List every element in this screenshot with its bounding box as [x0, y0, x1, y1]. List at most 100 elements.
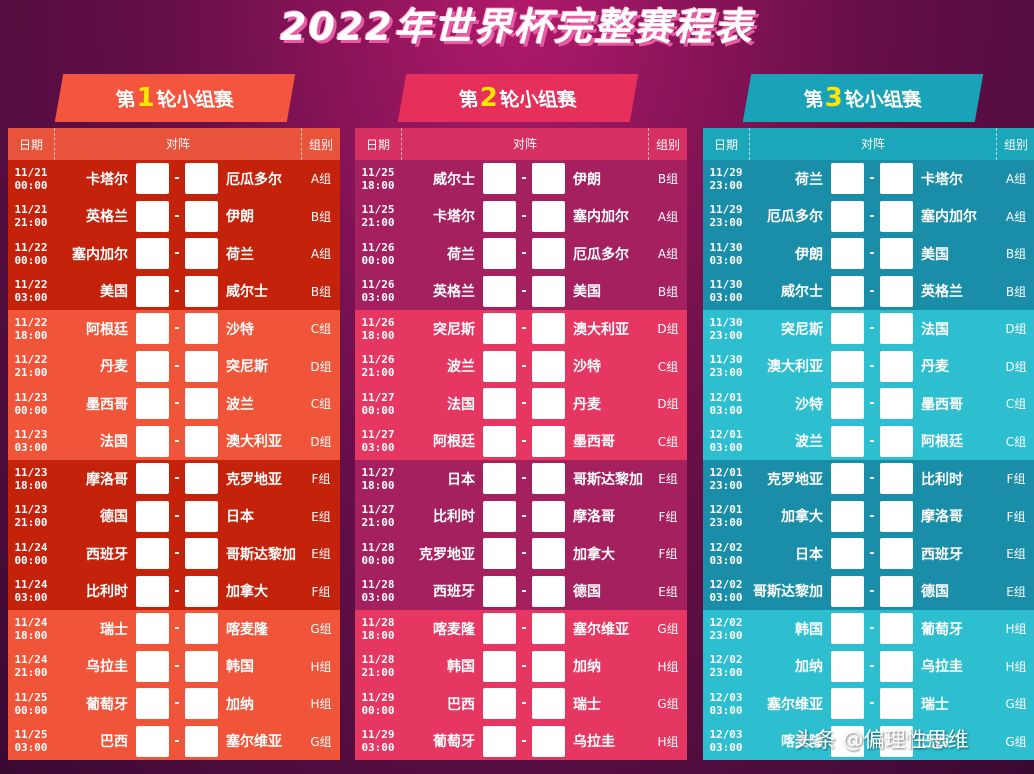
- versus-dash: -: [174, 171, 180, 187]
- match-datetime: 11/24 18:00: [8, 616, 54, 642]
- match-row: 11/24 03:00 比利时 - 加拿大 F组: [8, 573, 340, 611]
- away-team: 塞内加尔: [573, 209, 629, 226]
- match-date: 11/22: [14, 353, 48, 367]
- match-group: F组: [658, 509, 678, 524]
- match-block: 12/01 23:00 克罗地亚 - 比利时 F组 12/01 23:00 加拿大 - 摩洛哥 F组 1…: [703, 460, 1034, 610]
- match-row: 11/29 03:00 葡萄牙 - 乌拉圭 H组: [355, 723, 687, 761]
- away-score-box: [880, 238, 913, 270]
- match-datetime: 11/29 23:00: [703, 166, 749, 192]
- away-score-box: [532, 575, 565, 607]
- versus-dash: -: [174, 433, 180, 449]
- match-time: 21:00: [361, 366, 395, 380]
- match-datetime: 11/25 00:00: [8, 691, 54, 717]
- match-datetime: 11/22 21:00: [8, 353, 54, 379]
- round-3-table: 日期 对阵 组别 11/29 23:00 荷兰 - 卡塔尔 A组 11/29 23:00 厄瓜多…: [703, 128, 1034, 770]
- away-score-box: [185, 425, 218, 457]
- match-date: 11/29: [709, 203, 743, 217]
- away-score-box: [880, 163, 913, 195]
- versus-dash: -: [521, 658, 527, 674]
- away-score-box: [532, 613, 565, 645]
- home-score-box: [831, 575, 864, 607]
- match-row: 11/22 18:00 阿根廷 - 沙特 C组: [8, 310, 340, 348]
- away-team: 加拿大: [226, 584, 268, 601]
- match-date: 12/01: [709, 465, 743, 479]
- match-block: 11/25 18:00 威尔士 - 伊朗 B组 11/25 21:00 卡塔尔 - 塞内加尔 A组 11…: [355, 160, 687, 310]
- match-time: 00:00: [361, 403, 395, 417]
- match-date: 12/01: [709, 428, 743, 442]
- match-group: B组: [1005, 284, 1027, 299]
- home-score-box: [831, 200, 864, 232]
- match-date: 11/22: [14, 240, 48, 254]
- match-datetime: 11/27 18:00: [355, 466, 401, 492]
- versus-dash: -: [869, 508, 875, 524]
- match-datetime: 11/23 18:00: [8, 466, 54, 492]
- away-score-box: [880, 425, 913, 457]
- away-score-box: [532, 350, 565, 382]
- match-row: 11/26 18:00 突尼斯 - 澳大利亚 D组: [355, 310, 687, 348]
- versus-dash: -: [869, 171, 875, 187]
- home-score-box: [136, 725, 169, 757]
- match-time: 18:00: [14, 628, 48, 642]
- home-score-box: [483, 688, 516, 720]
- away-team: 塞内加尔: [921, 209, 977, 226]
- away-score-box: [185, 725, 218, 757]
- match-date: 11/29: [361, 690, 395, 704]
- match-datetime: 11/22 03:00: [8, 278, 54, 304]
- match-block: 11/21 00:00 卡塔尔 - 厄瓜多尔 A组 11/21 21:00 英格兰 - 伊朗 B组 11…: [8, 160, 340, 310]
- match-date: 11/26: [361, 278, 395, 292]
- match-block: 11/22 18:00 阿根廷 - 沙特 C组 11/22 21:00 丹麦 - 突尼斯 D组 11/2…: [8, 310, 340, 460]
- home-score-box: [831, 650, 864, 682]
- match-row: 12/01 03:00 沙特 - 墨西哥 C组: [703, 385, 1034, 423]
- home-score-box: [483, 613, 516, 645]
- match-datetime: 11/28 00:00: [355, 541, 401, 567]
- away-score-box: [185, 275, 218, 307]
- away-team: 威尔士: [226, 284, 268, 301]
- match-date: 11/30: [709, 353, 743, 367]
- match-row: 11/28 03:00 西班牙 - 德国 E组: [355, 573, 687, 611]
- match-row: 11/26 03:00 英格兰 - 美国 B组: [355, 273, 687, 311]
- match-row: 11/23 03:00 法国 - 澳大利亚 D组: [8, 423, 340, 461]
- home-team: 葡萄牙: [433, 734, 475, 751]
- versus-dash: -: [174, 471, 180, 487]
- home-score-box: [483, 500, 516, 532]
- match-time: 21:00: [14, 666, 48, 680]
- home-team: 比利时: [433, 509, 475, 526]
- match-datetime: 12/02 23:00: [703, 616, 749, 642]
- home-score-box: [483, 200, 516, 232]
- away-score-box: [532, 200, 565, 232]
- away-team: 加纳: [573, 659, 601, 676]
- versus-dash: -: [869, 246, 875, 262]
- table-header: 日期 对阵 组别: [703, 128, 1034, 160]
- match-time: 03:00: [361, 591, 395, 605]
- round-3-suffix: 轮小组赛: [843, 89, 924, 111]
- match-time: 03:00: [709, 253, 743, 267]
- match-datetime: 12/02 03:00: [703, 541, 749, 567]
- home-team: 葡萄牙: [86, 696, 128, 713]
- match-list: 11/25 18:00 威尔士 - 伊朗 B组 11/25 21:00 卡塔尔 - 塞内加尔 A组 11…: [355, 160, 687, 760]
- home-score-box: [136, 613, 169, 645]
- match-row: 11/25 21:00 卡塔尔 - 塞内加尔 A组: [355, 198, 687, 236]
- home-team: 巴西: [100, 734, 128, 751]
- match-row: 11/25 18:00 威尔士 - 伊朗 B组: [355, 160, 687, 198]
- versus-dash: -: [521, 171, 527, 187]
- match-datetime: 11/28 18:00: [355, 616, 401, 642]
- match-time: 18:00: [361, 328, 395, 342]
- match-datetime: 11/28 21:00: [355, 653, 401, 679]
- home-team: 阿根廷: [433, 434, 475, 451]
- match-group: C组: [1005, 397, 1027, 412]
- away-team: 克罗地亚: [226, 471, 282, 488]
- round-2-suffix: 轮小组赛: [498, 89, 579, 111]
- match-group: A组: [657, 209, 679, 224]
- versus-dash: -: [521, 471, 527, 487]
- away-team: 比利时: [921, 471, 963, 488]
- home-score-box: [483, 538, 516, 570]
- home-team: 厄瓜多尔: [767, 209, 823, 226]
- home-team: 瑞士: [100, 621, 128, 638]
- away-score-box: [880, 500, 913, 532]
- away-team: 法国: [921, 321, 949, 338]
- home-score-box: [136, 538, 169, 570]
- match-date: 12/03: [709, 728, 743, 742]
- versus-dash: -: [174, 508, 180, 524]
- match-time: 00:00: [14, 253, 48, 267]
- match-row: 11/27 03:00 阿根廷 - 墨西哥 C组: [355, 423, 687, 461]
